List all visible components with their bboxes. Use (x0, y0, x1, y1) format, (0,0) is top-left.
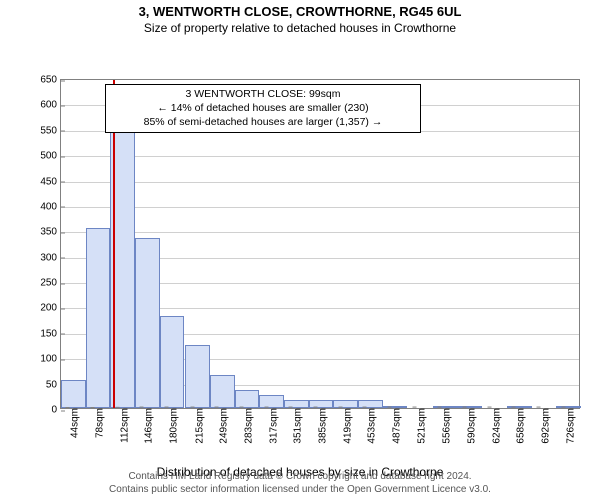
histogram-bar (259, 395, 284, 408)
x-tick-label: 385sqm (314, 408, 329, 444)
gridline (61, 232, 579, 233)
x-tick-label: 44sqm (66, 408, 81, 438)
x-tick-label: 317sqm (264, 408, 279, 444)
gridline (61, 207, 579, 208)
title-line1: 3, WENTWORTH CLOSE, CROWTHORNE, RG45 6UL (0, 4, 600, 19)
x-tick-label: 78sqm (91, 408, 106, 438)
y-tick-label: 550 (40, 125, 61, 136)
y-tick-label: 600 (40, 100, 61, 111)
footer: Contains HM Land Registry data © Crown c… (0, 470, 600, 496)
y-tick-label: 500 (40, 151, 61, 162)
annotation-line3: 85% of semi-detached houses are larger (… (112, 115, 414, 129)
gridline (61, 156, 579, 157)
x-tick-label: 180sqm (165, 408, 180, 444)
footer-line1: Contains HM Land Registry data © Crown c… (0, 470, 600, 483)
y-tick-label: 350 (40, 227, 61, 238)
x-tick-label: 487sqm (388, 408, 403, 444)
y-tick-label: 400 (40, 201, 61, 212)
histogram-bar (61, 380, 86, 408)
annotation-box: 3 WENTWORTH CLOSE: 99sqm ← 14% of detach… (105, 84, 421, 133)
x-tick-label: 419sqm (338, 408, 353, 444)
y-tick-label: 200 (40, 303, 61, 314)
chart-titles: 3, WENTWORTH CLOSE, CROWTHORNE, RG45 6UL… (0, 0, 600, 35)
histogram-bar (333, 400, 358, 408)
histogram-bar (210, 375, 235, 408)
gridline (61, 182, 579, 183)
y-tick-label: 650 (40, 75, 61, 86)
x-tick-label: 590sqm (462, 408, 477, 444)
x-tick-label: 624sqm (487, 408, 502, 444)
annotation-line1: 3 WENTWORTH CLOSE: 99sqm (112, 87, 414, 101)
y-tick-label: 250 (40, 278, 61, 289)
x-tick-label: 453sqm (363, 408, 378, 444)
histogram-bar (185, 345, 210, 408)
y-tick-label: 300 (40, 252, 61, 263)
x-tick-label: 283sqm (239, 408, 254, 444)
y-tick-label: 100 (40, 354, 61, 365)
title-line2: Size of property relative to detached ho… (0, 21, 600, 35)
x-tick-label: 521sqm (412, 408, 427, 444)
histogram-bar (86, 228, 111, 408)
x-tick-label: 249sqm (215, 408, 230, 444)
plot-area: 0501001502002503003504004505005506006504… (60, 79, 580, 409)
footer-line2: Contains public sector information licen… (0, 483, 600, 496)
x-tick-label: 112sqm (115, 408, 130, 443)
y-tick-label: 0 (51, 405, 61, 416)
x-tick-label: 692sqm (536, 408, 551, 444)
histogram-bar (135, 238, 160, 408)
y-tick-label: 50 (46, 379, 61, 390)
y-tick-label: 150 (40, 328, 61, 339)
x-tick-label: 556sqm (438, 408, 453, 444)
histogram-bar (160, 316, 185, 408)
chart-area: Number of detached properties 0501001502… (0, 35, 600, 461)
histogram-bar (309, 400, 334, 408)
x-tick-label: 658sqm (512, 408, 527, 444)
annotation-line2: ← 14% of detached houses are smaller (23… (112, 101, 414, 115)
x-tick-label: 726sqm (561, 408, 576, 444)
x-tick-label: 146sqm (140, 408, 155, 444)
x-tick-label: 215sqm (190, 408, 205, 444)
histogram-bar (235, 390, 260, 408)
y-tick-label: 450 (40, 176, 61, 187)
x-tick-label: 351sqm (289, 408, 304, 444)
